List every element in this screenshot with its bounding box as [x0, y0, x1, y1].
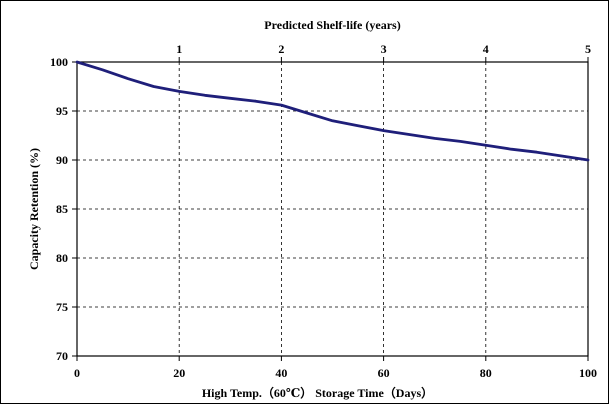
y-tick-label: 80 — [56, 251, 68, 265]
y-axis-title: Capacity Retention (%) — [27, 148, 41, 270]
y-tick-label: 100 — [50, 55, 68, 69]
axis-ticks: 70 75 80 85 90 95 100 0 20 40 60 80 100 1 2 3 4 5 — [50, 42, 597, 380]
y-tick-label: 95 — [56, 104, 68, 118]
y-tick-label: 70 — [56, 349, 68, 363]
x-tick-label: 80 — [480, 366, 492, 380]
series-line — [75, 60, 590, 162]
grid-lines — [77, 62, 588, 356]
x-axis-title: High Temp.（60℃） Storage Time（Days） — [202, 385, 433, 400]
x-tick-label: 100 — [579, 366, 597, 380]
x-tick-label: 0 — [74, 366, 80, 380]
top-tick-label: 2 — [278, 42, 284, 56]
series-group — [75, 60, 590, 162]
top-axis-title: Predicted Shelf-life (years) — [264, 18, 400, 32]
top-tick-label: 1 — [176, 42, 182, 56]
x-tick-label: 40 — [275, 366, 287, 380]
y-tick-label: 90 — [56, 153, 68, 167]
top-tick-label: 4 — [483, 42, 489, 56]
x-tick-label: 20 — [173, 366, 185, 380]
top-tick-label: 5 — [585, 42, 591, 56]
y-tick-label: 75 — [56, 300, 68, 314]
top-tick-label: 3 — [381, 42, 387, 56]
y-tick-label: 85 — [56, 202, 68, 216]
x-tick-label: 60 — [378, 366, 390, 380]
